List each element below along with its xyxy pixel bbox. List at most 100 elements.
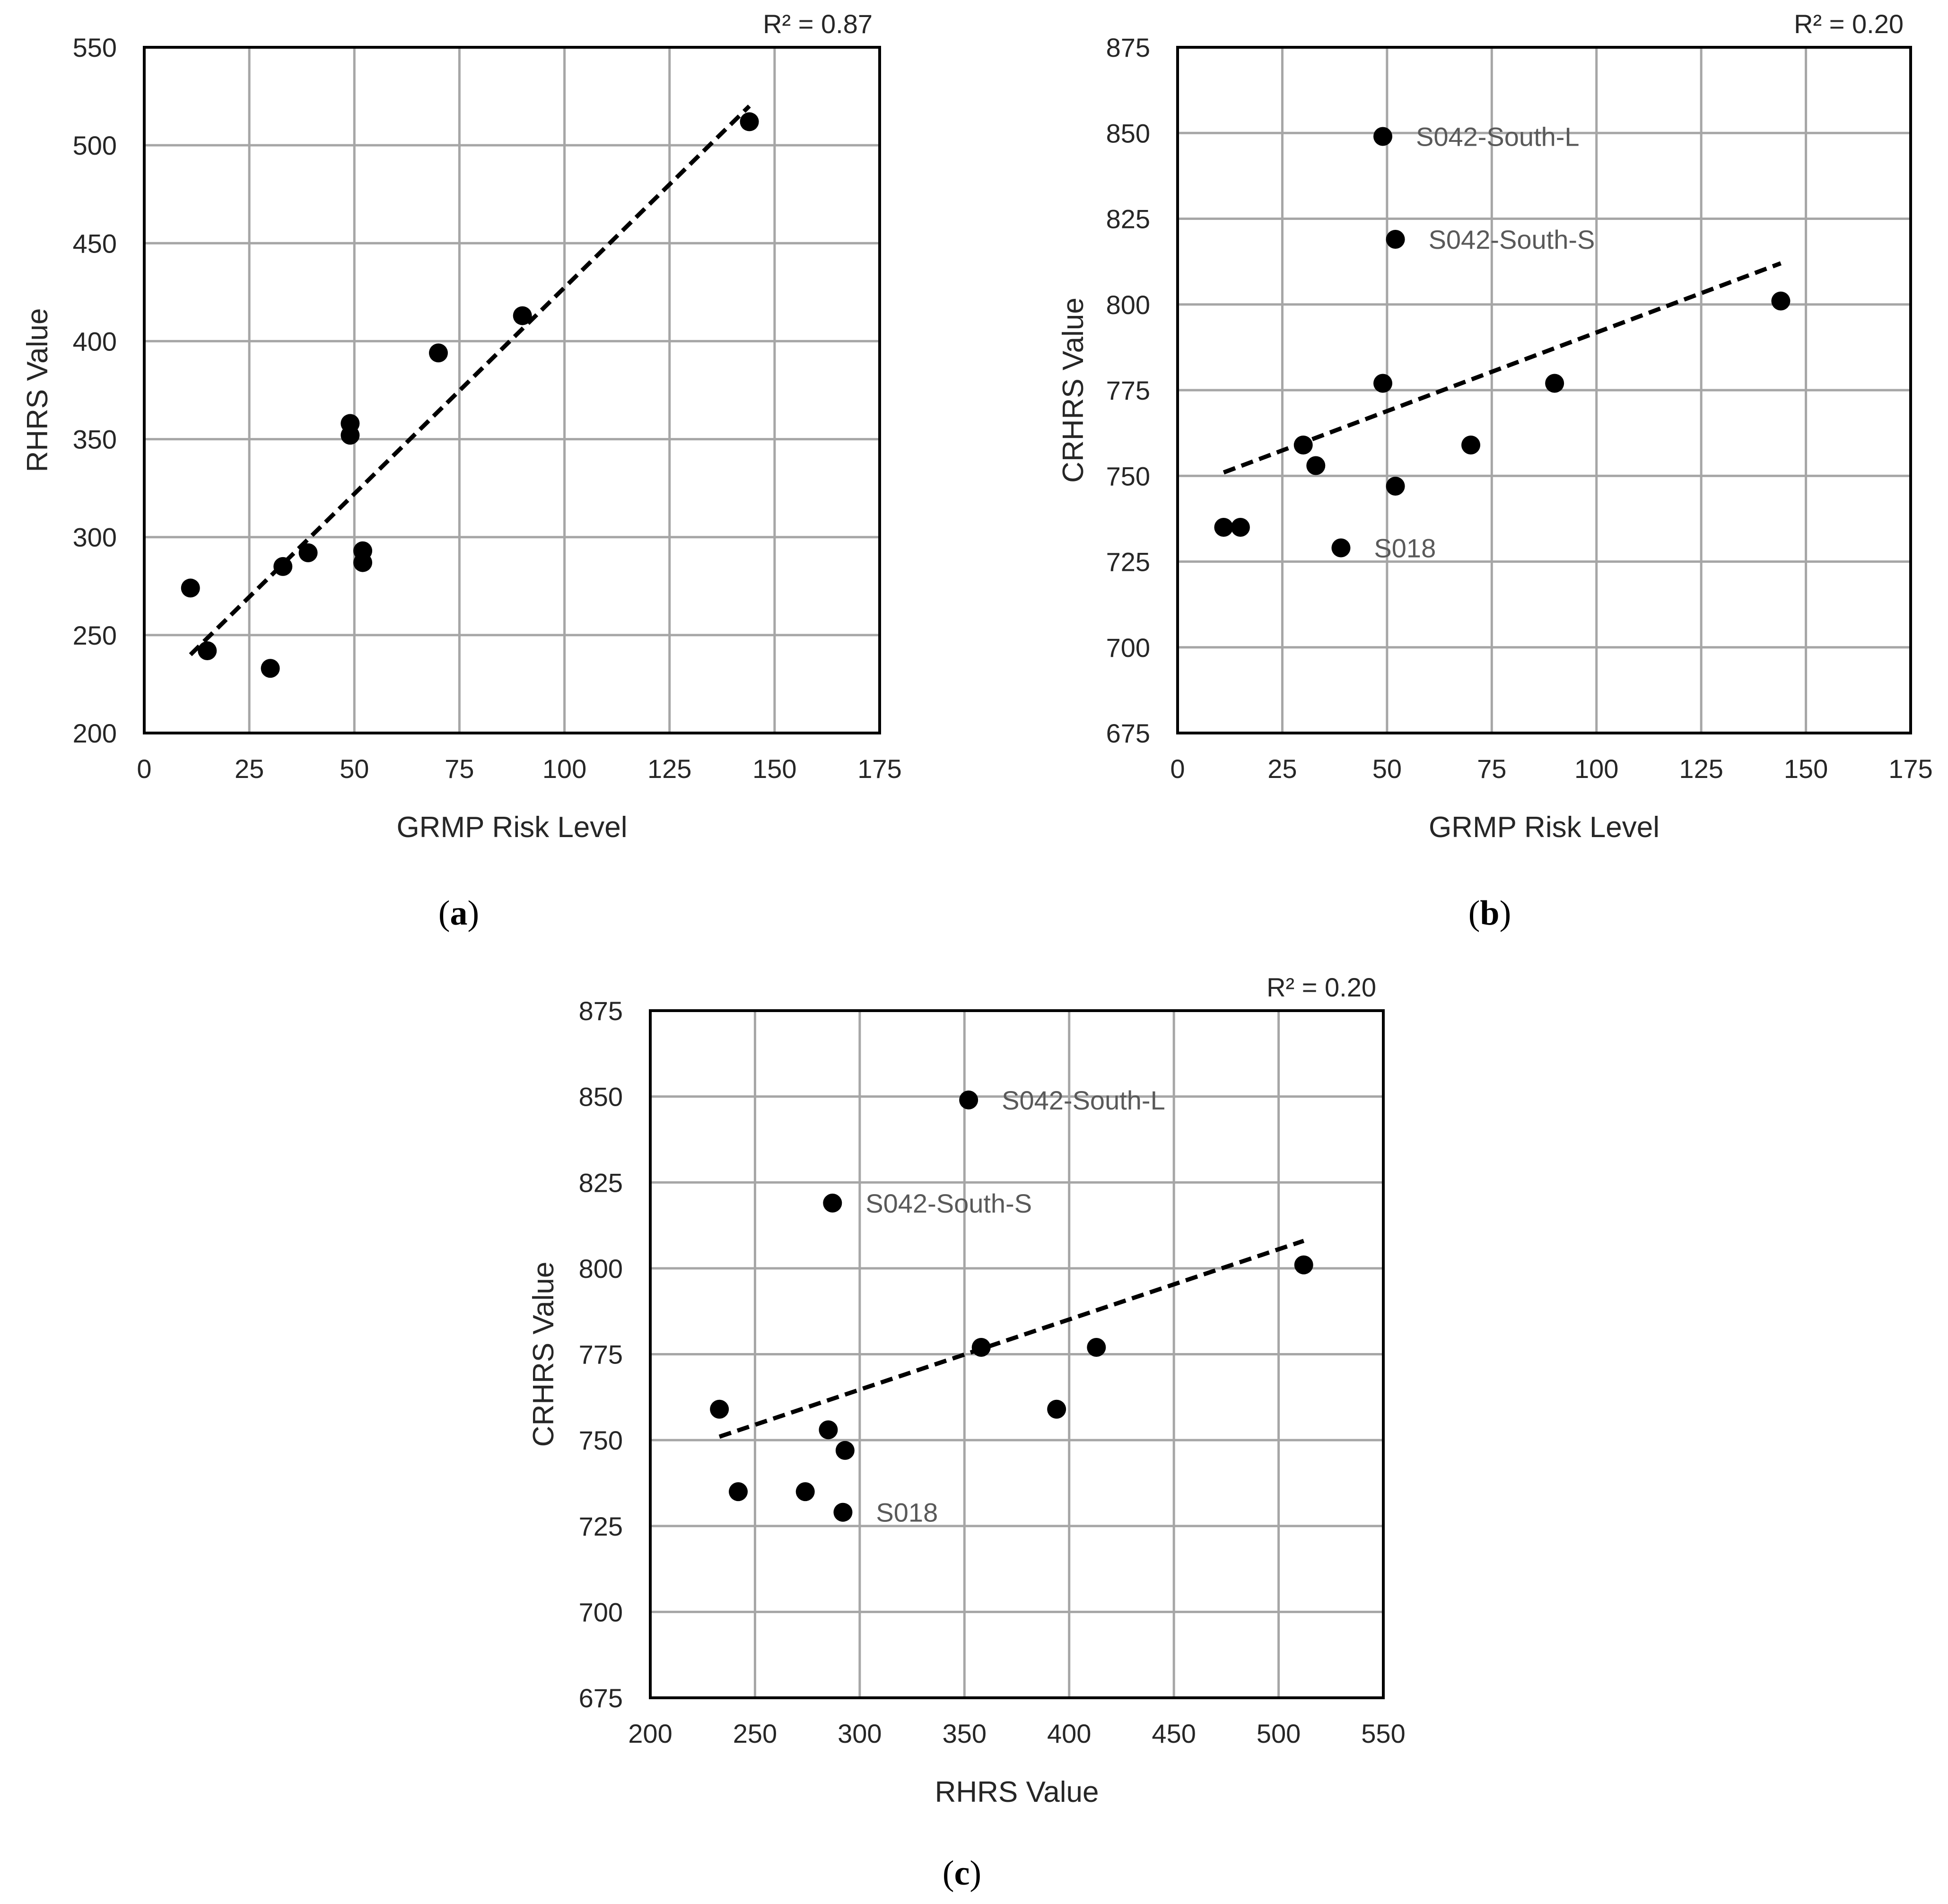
chart-c-y-tick-label: 750 xyxy=(579,1425,623,1455)
chart-c-point-8 xyxy=(971,1337,991,1357)
chart-c-x-tick-label: 300 xyxy=(838,1719,882,1748)
chart-b-point-4 xyxy=(1331,538,1351,558)
chart-b-x-tick-label: 50 xyxy=(1372,754,1402,784)
caption-c: (c) xyxy=(943,1854,981,1893)
chart-c-point-5 xyxy=(833,1502,853,1522)
chart-b-point-5 xyxy=(1373,374,1392,393)
chart-a-x-axis-title: GRMP Risk Level xyxy=(396,811,627,844)
chart-a-x-tick-label: 150 xyxy=(752,754,796,784)
chart-a-x-tick-label: 0 xyxy=(137,754,151,784)
chart-b-y-tick-label: 775 xyxy=(1106,376,1150,405)
caption-a-letter: a xyxy=(450,894,468,933)
chart-c-point-2 xyxy=(795,1482,815,1502)
chart-a-y-tick-label: 300 xyxy=(73,523,117,552)
chart-a-point-4 xyxy=(298,543,318,562)
chart-a-point-8 xyxy=(353,553,373,572)
chart-c-point-6 xyxy=(835,1441,855,1460)
chart-a-point-0 xyxy=(181,578,200,598)
chart-b-point-6 xyxy=(1373,127,1392,146)
chart-a-y-tick-label: 200 xyxy=(73,718,117,748)
chart-b-x-tick-label: 175 xyxy=(1888,754,1932,784)
chart-c-y-tick-label: 675 xyxy=(579,1683,623,1713)
chart-c-x-tick-label: 200 xyxy=(628,1719,672,1748)
caption-b: (b) xyxy=(1468,894,1511,933)
chart-c-point-4 xyxy=(823,1193,842,1213)
chart-c-y-tick-label: 700 xyxy=(579,1597,623,1627)
chart-a-r2-label: R² = 0.87 xyxy=(763,9,873,39)
panel-c: 200 250 300 350 400 450 500 550 675 700 725 750 775 8… xyxy=(527,972,1406,1808)
chart-c-x-tick-label: 500 xyxy=(1257,1719,1301,1748)
chart-c-y-tick-label: 800 xyxy=(579,1254,623,1284)
chart-a-x-tick-label: 175 xyxy=(857,754,901,784)
chart-b-annotation-0: S042-South-L xyxy=(1416,122,1580,152)
chart-b-x-axis-title: GRMP Risk Level xyxy=(1429,811,1660,844)
chart-a-x-tick-label: 100 xyxy=(542,754,586,784)
chart-a-x-tick-label: 125 xyxy=(647,754,691,784)
caption-b-close: ) xyxy=(1500,894,1511,933)
chart-c-x-tick-label: 400 xyxy=(1047,1719,1091,1748)
chart-a-y-tick-label: 400 xyxy=(73,326,117,356)
chart-a-point-2 xyxy=(261,659,280,678)
panel-b: 0 25 50 75 100 125 150 175 675 700 725 750 775 800 825… xyxy=(1057,9,1933,844)
chart-a-y-axis-title: RHRS Value xyxy=(21,308,54,472)
chart-a-point-10 xyxy=(513,306,532,325)
chart-b-trendline xyxy=(1223,261,1782,475)
chart-b-y-tick-label: 750 xyxy=(1106,461,1150,491)
chart-c-x-axis-title: RHRS Value xyxy=(935,1776,1099,1808)
chart-b-x-tick-label: 75 xyxy=(1477,754,1506,784)
chart-c-annotation-1: S042-South-S xyxy=(865,1188,1032,1218)
chart-b-y-tick-label: 825 xyxy=(1106,204,1150,234)
chart-c-y-tick-label: 850 xyxy=(579,1082,623,1112)
chart-b-y-tick-label: 800 xyxy=(1106,290,1150,320)
chart-a-x-tick-label: 50 xyxy=(340,754,369,784)
chart-b-x-tick-label: 100 xyxy=(1574,754,1618,784)
chart-b-x-tick-label: 0 xyxy=(1170,754,1185,784)
chart-c-x-tick-label: 450 xyxy=(1152,1719,1196,1748)
chart-c-y-axis-title: CRHRS Value xyxy=(527,1262,560,1447)
chart-a-plot-area xyxy=(143,46,881,734)
chart-c-annotation-0: S042-South-L xyxy=(1002,1085,1165,1115)
chart-b-point-9 xyxy=(1461,436,1480,454)
chart-c-point-11 xyxy=(1294,1255,1313,1275)
chart-b-y-tick-label: 725 xyxy=(1106,547,1150,577)
chart-c-annotation-2: S018 xyxy=(876,1498,938,1528)
chart-b-point-7 xyxy=(1386,230,1405,249)
caption-b-letter: b xyxy=(1480,894,1499,933)
chart-c-plot-area xyxy=(649,1009,1385,1699)
chart-b-y-tick-label: 700 xyxy=(1106,633,1150,663)
chart-a-y-tick-label: 350 xyxy=(73,425,117,454)
chart-a-point-11 xyxy=(740,112,759,131)
chart-a-point-3 xyxy=(273,557,293,576)
chart-b-point-8 xyxy=(1386,477,1405,496)
chart-b-point-1 xyxy=(1231,518,1250,537)
chart-b-x-tick-label: 150 xyxy=(1784,754,1828,784)
chart-c-x-tick-label: 550 xyxy=(1361,1719,1405,1748)
chart-b-x-tick-label: 25 xyxy=(1267,754,1297,784)
chart-c-point-1 xyxy=(729,1482,748,1502)
chart-a-y-tick-label: 450 xyxy=(73,228,117,258)
caption-c-letter: c xyxy=(954,1854,970,1893)
caption-a-close: ) xyxy=(468,894,480,933)
chart-a-x-tick-label: 75 xyxy=(445,754,474,784)
caption-a-open: ( xyxy=(438,894,450,933)
chart-b-y-axis-title: CRHRS Value xyxy=(1057,297,1090,483)
chart-c-r2-label: R² = 0.20 xyxy=(1267,972,1376,1002)
chart-a-y-tick-label: 500 xyxy=(73,131,117,160)
chart-c-trendline xyxy=(718,1239,1305,1439)
chart-b-plot-area xyxy=(1176,46,1912,734)
chart-a-x-tick-label: 25 xyxy=(235,754,264,784)
chart-b-point-0 xyxy=(1214,518,1233,537)
chart-c-x-tick-label: 350 xyxy=(943,1719,987,1748)
chart-c-point-7 xyxy=(959,1090,978,1109)
caption-c-open: ( xyxy=(943,1854,954,1893)
chart-b-r2-label: R² = 0.20 xyxy=(1794,9,1904,39)
chart-a-trendline xyxy=(189,105,751,656)
chart-c-x-tick-label: 250 xyxy=(733,1719,777,1748)
chart-c-y-tick-label: 875 xyxy=(579,996,623,1026)
caption-b-open: ( xyxy=(1468,894,1480,933)
chart-b-annotation-1: S042-South-S xyxy=(1429,225,1595,254)
chart-b-y-tick-label: 875 xyxy=(1106,33,1150,62)
chart-a-point-9 xyxy=(429,343,448,363)
chart-b-point-3 xyxy=(1306,456,1326,475)
